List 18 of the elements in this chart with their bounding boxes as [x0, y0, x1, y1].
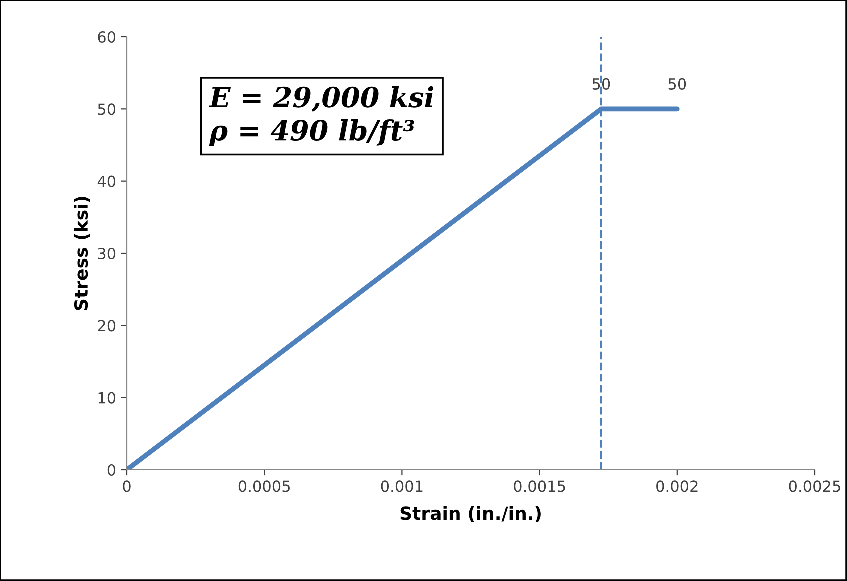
data-label: 50	[668, 78, 686, 90]
x-tick-label: 0.001	[381, 480, 423, 492]
y-axis-title: Stress (ksi)	[74, 197, 90, 310]
y-tick-label: 0	[108, 464, 116, 476]
y-tick-label: 40	[98, 176, 116, 188]
data-label: 50	[592, 78, 610, 90]
y-tick-label: 20	[98, 320, 116, 332]
x-tick-label: 0.002	[656, 480, 698, 492]
x-tick-label: 0.0005	[238, 480, 290, 492]
x-axis-title: Strain (in./in.)	[400, 506, 541, 522]
y-tick-label: 30	[98, 248, 116, 260]
y-tick-label: 60	[98, 31, 116, 44]
y-tick-label: 50	[98, 104, 116, 116]
annotation: E = 29,000 ksi ρ = 490 lb/ft³	[208, 86, 434, 146]
x-tick-label: 0.0015	[514, 480, 566, 492]
x-tick-label: 0.0025	[789, 480, 840, 492]
x-tick-label: 0	[123, 480, 131, 492]
y-tick-label: 10	[98, 392, 116, 404]
